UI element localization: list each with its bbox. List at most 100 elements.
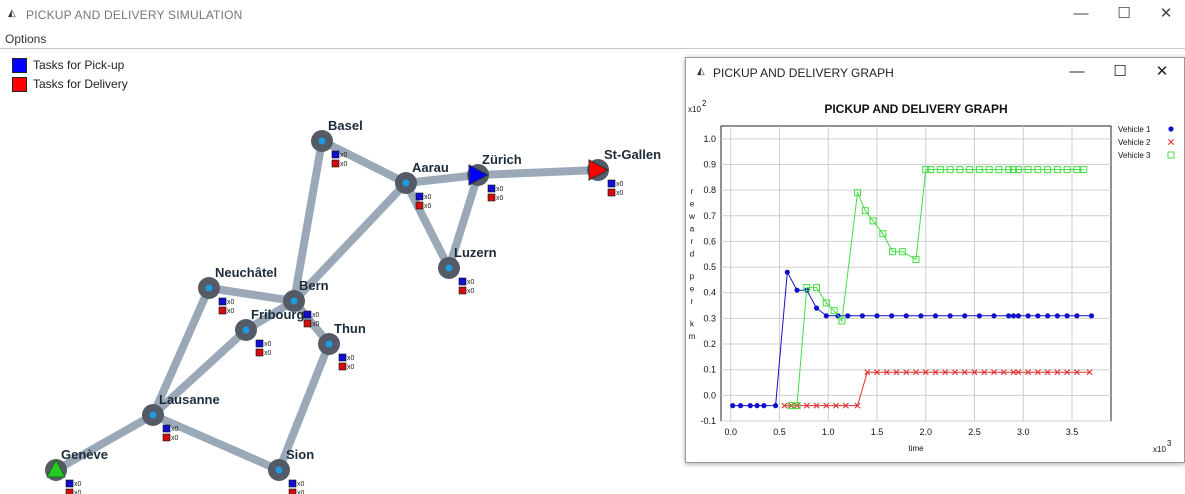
delivery-count: x0 [227,308,235,315]
x-tick-label: 0.5 [773,427,786,437]
maximize-button[interactable]: ☐ [1117,5,1131,22]
data-point [861,207,869,215]
city-node: Basel x0 x0 [311,118,363,168]
road [290,137,326,305]
data-point [956,166,964,174]
y-tick-label: 0.0 [703,390,716,400]
delivery-count: x0 [347,364,355,371]
data-point [1073,166,1081,174]
y-axis-label-letter: p [690,272,695,281]
data-point [1054,369,1061,376]
data-point [1053,166,1061,174]
data-point [784,269,790,275]
data-point [893,369,900,376]
delivery-count: x0 [171,435,179,442]
data-point [1034,166,1042,174]
data-point [1044,369,1051,376]
city-node-center [445,264,453,272]
delivery-count: x0 [264,350,272,357]
data-point [1024,166,1032,174]
city-label: Basel [328,118,363,133]
legend-item: Vehicle 1 [1118,125,1174,134]
x-tick-label: 0.0 [724,427,737,437]
road [52,411,157,474]
pickup-count: x0 [424,194,432,201]
data-point [823,313,829,319]
menu-options[interactable]: Options [5,32,47,46]
road [318,137,410,187]
legend-marker [1168,126,1174,132]
y-tick-label: 0.9 [703,159,716,169]
x-tick-label: 1.5 [871,427,884,437]
data-point [971,369,978,376]
city-label: Fribourg [251,307,304,322]
delivery-count: x0 [297,490,305,494]
road-network [52,137,602,474]
y-axis-label-letter: d [690,250,694,259]
graph-maximize-button[interactable]: ☐ [1113,63,1127,80]
legend-marker [1168,139,1174,145]
data-point [1010,166,1017,174]
chart-title: PICKUP AND DELIVERY GRAPH [824,102,1007,116]
delivery-task-box [607,188,616,197]
data-point [823,402,830,409]
app-logo-icon: ◭ [697,66,705,77]
data-point [1086,369,1093,376]
y-tick-label: -0.1 [700,416,716,426]
pickup-count: x0 [171,426,179,433]
road [445,171,482,272]
data-point [874,369,880,376]
city-node-center [275,466,283,474]
graph-close-button[interactable]: ✕ [1155,63,1169,80]
data-point [1015,313,1021,319]
delivery-count: x0 [496,195,504,202]
data-point [1015,369,1022,376]
city-label: Zürich [482,152,522,167]
data-point [793,402,801,410]
data-point [1044,166,1052,174]
delivery-task-box [288,488,297,494]
topology-map: Basel x0 x0 Aarau x0 x0 Zürich x0 x0 St-Gallen x0 x… [45,118,661,494]
delivery-count: x0 [74,490,82,494]
city-node: Lausanne x0 x0 [142,392,220,442]
data-point [927,166,935,174]
pickup-count: x0 [340,152,348,159]
close-button[interactable]: ✕ [1159,5,1173,22]
data-point [1064,313,1070,319]
city-node: Fribourg x0 x0 [235,307,304,357]
data-point [975,166,983,174]
city-label: Genève [61,447,108,462]
data-point [781,402,788,409]
data-point [889,248,897,256]
data-point [922,369,929,376]
y-axis-label-letter: e [690,200,695,209]
data-point [1006,313,1012,319]
y-axis-label-letter: e [690,285,695,294]
y-axis-label-letter: m [689,332,696,341]
pickup-count: x0 [297,481,305,488]
delivery-count: x0 [424,203,432,210]
minimize-button[interactable]: — [1073,5,1089,22]
graph-minimize-button[interactable]: — [1069,63,1085,80]
y-axis-label-letter: r [691,187,694,196]
data-point [1000,369,1007,376]
city-label: Thun [334,321,366,336]
data-point [961,369,968,376]
data-point [936,166,944,174]
delivery-swatch [12,77,27,93]
data-point [1064,369,1071,376]
x-tick-label: 1.0 [822,427,835,437]
data-point [1034,369,1041,376]
data-point [966,166,974,174]
delivery-task-box [487,193,496,202]
data-point [854,189,861,197]
data-point [830,307,838,315]
data-point [754,403,760,409]
city-label: Aarau [412,160,449,175]
data-point [918,313,924,319]
x-multiplier-exponent: 3 [1167,439,1172,448]
data-point [1045,313,1051,319]
pickup-count: x0 [347,355,355,362]
data-point [889,313,895,319]
city-node: Zürich x0 x0 [467,152,522,202]
